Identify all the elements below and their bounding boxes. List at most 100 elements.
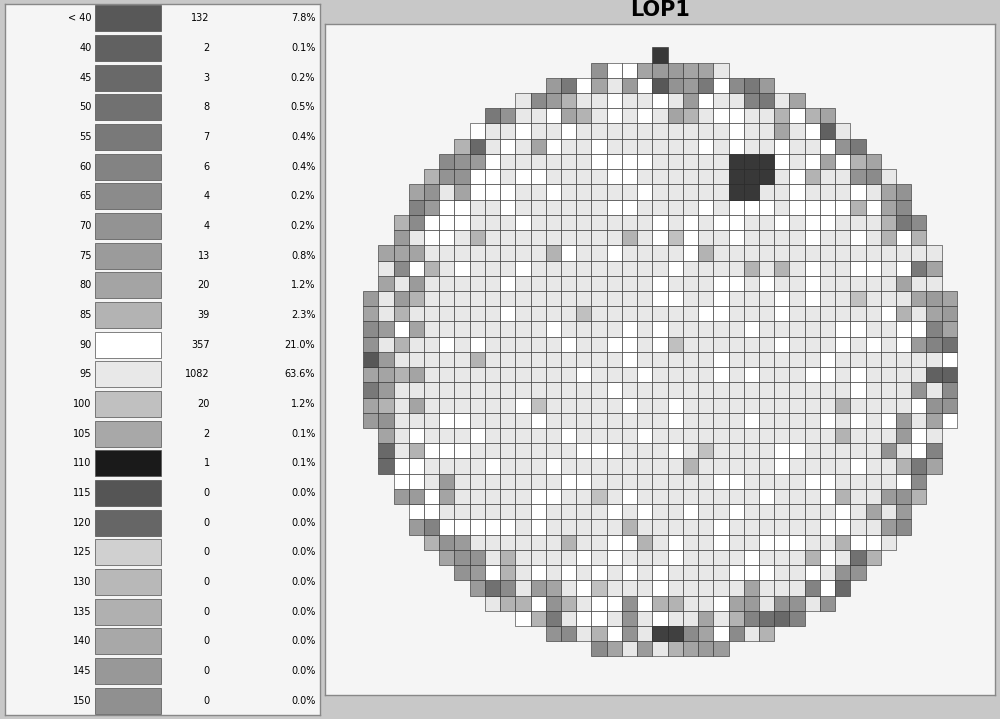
Bar (652, 124, 668, 139)
Bar (576, 459, 591, 474)
Bar (637, 626, 652, 641)
Bar (652, 504, 668, 519)
Bar (561, 413, 576, 428)
Bar (607, 154, 622, 169)
Bar (744, 276, 759, 291)
Bar (378, 367, 394, 383)
Bar (591, 383, 607, 398)
Bar (622, 154, 637, 169)
Bar (409, 321, 424, 336)
Bar (637, 474, 652, 489)
Text: 0: 0 (204, 577, 210, 587)
Bar (454, 565, 470, 580)
Bar (95, 569, 161, 595)
Bar (500, 291, 515, 306)
Bar (424, 474, 439, 489)
Bar (896, 489, 911, 504)
Bar (394, 413, 409, 428)
Bar (637, 260, 652, 276)
Bar (896, 413, 911, 428)
Bar (759, 489, 774, 504)
Bar (820, 550, 835, 565)
Bar (668, 580, 683, 595)
Bar (850, 184, 866, 200)
Bar (515, 154, 531, 169)
Bar (546, 230, 561, 245)
Bar (683, 184, 698, 200)
Bar (637, 109, 652, 124)
Bar (759, 626, 774, 641)
Bar (500, 550, 515, 565)
Bar (409, 504, 424, 519)
Bar (729, 443, 744, 459)
Bar (95, 658, 161, 684)
Text: 4: 4 (204, 221, 210, 231)
Bar (713, 550, 729, 565)
Bar (698, 215, 713, 230)
Bar (866, 200, 881, 215)
Bar (439, 321, 454, 336)
Bar (866, 550, 881, 565)
Bar (409, 230, 424, 245)
Bar (683, 245, 698, 260)
Bar (881, 428, 896, 443)
Bar (409, 200, 424, 215)
Bar (729, 413, 744, 428)
Bar (546, 550, 561, 565)
Bar (698, 610, 713, 626)
Bar (835, 184, 850, 200)
Bar (850, 504, 866, 519)
Bar (622, 184, 637, 200)
Bar (774, 595, 789, 610)
Bar (805, 459, 820, 474)
Text: 21.0%: 21.0% (285, 339, 315, 349)
Text: 1082: 1082 (185, 370, 210, 380)
Bar (713, 230, 729, 245)
Bar (683, 260, 698, 276)
Bar (561, 78, 576, 93)
Bar (668, 124, 683, 139)
Bar (531, 200, 546, 215)
Bar (789, 398, 805, 413)
Bar (652, 352, 668, 367)
Bar (637, 306, 652, 321)
Bar (866, 154, 881, 169)
Bar (911, 260, 926, 276)
Bar (95, 65, 161, 91)
Bar (683, 504, 698, 519)
Bar (637, 641, 652, 656)
Bar (622, 245, 637, 260)
Bar (95, 273, 161, 298)
Bar (866, 443, 881, 459)
Bar (805, 245, 820, 260)
Bar (866, 428, 881, 443)
Bar (561, 504, 576, 519)
Bar (668, 626, 683, 641)
Bar (424, 428, 439, 443)
Bar (561, 230, 576, 245)
Bar (835, 321, 850, 336)
Bar (622, 78, 637, 93)
Text: 65: 65 (79, 191, 92, 201)
Bar (500, 459, 515, 474)
Bar (439, 519, 454, 535)
Bar (95, 480, 161, 506)
Bar (820, 489, 835, 504)
Bar (622, 519, 637, 535)
Bar (759, 580, 774, 595)
Bar (439, 184, 454, 200)
Bar (729, 626, 744, 641)
Bar (622, 428, 637, 443)
Bar (942, 398, 957, 413)
Text: 0.0%: 0.0% (291, 488, 315, 498)
Text: 110: 110 (73, 458, 92, 468)
Bar (591, 413, 607, 428)
Bar (591, 63, 607, 78)
Bar (926, 260, 942, 276)
Bar (607, 459, 622, 474)
Bar (744, 474, 759, 489)
Bar (607, 215, 622, 230)
Bar (500, 154, 515, 169)
Bar (622, 352, 637, 367)
Bar (805, 383, 820, 398)
